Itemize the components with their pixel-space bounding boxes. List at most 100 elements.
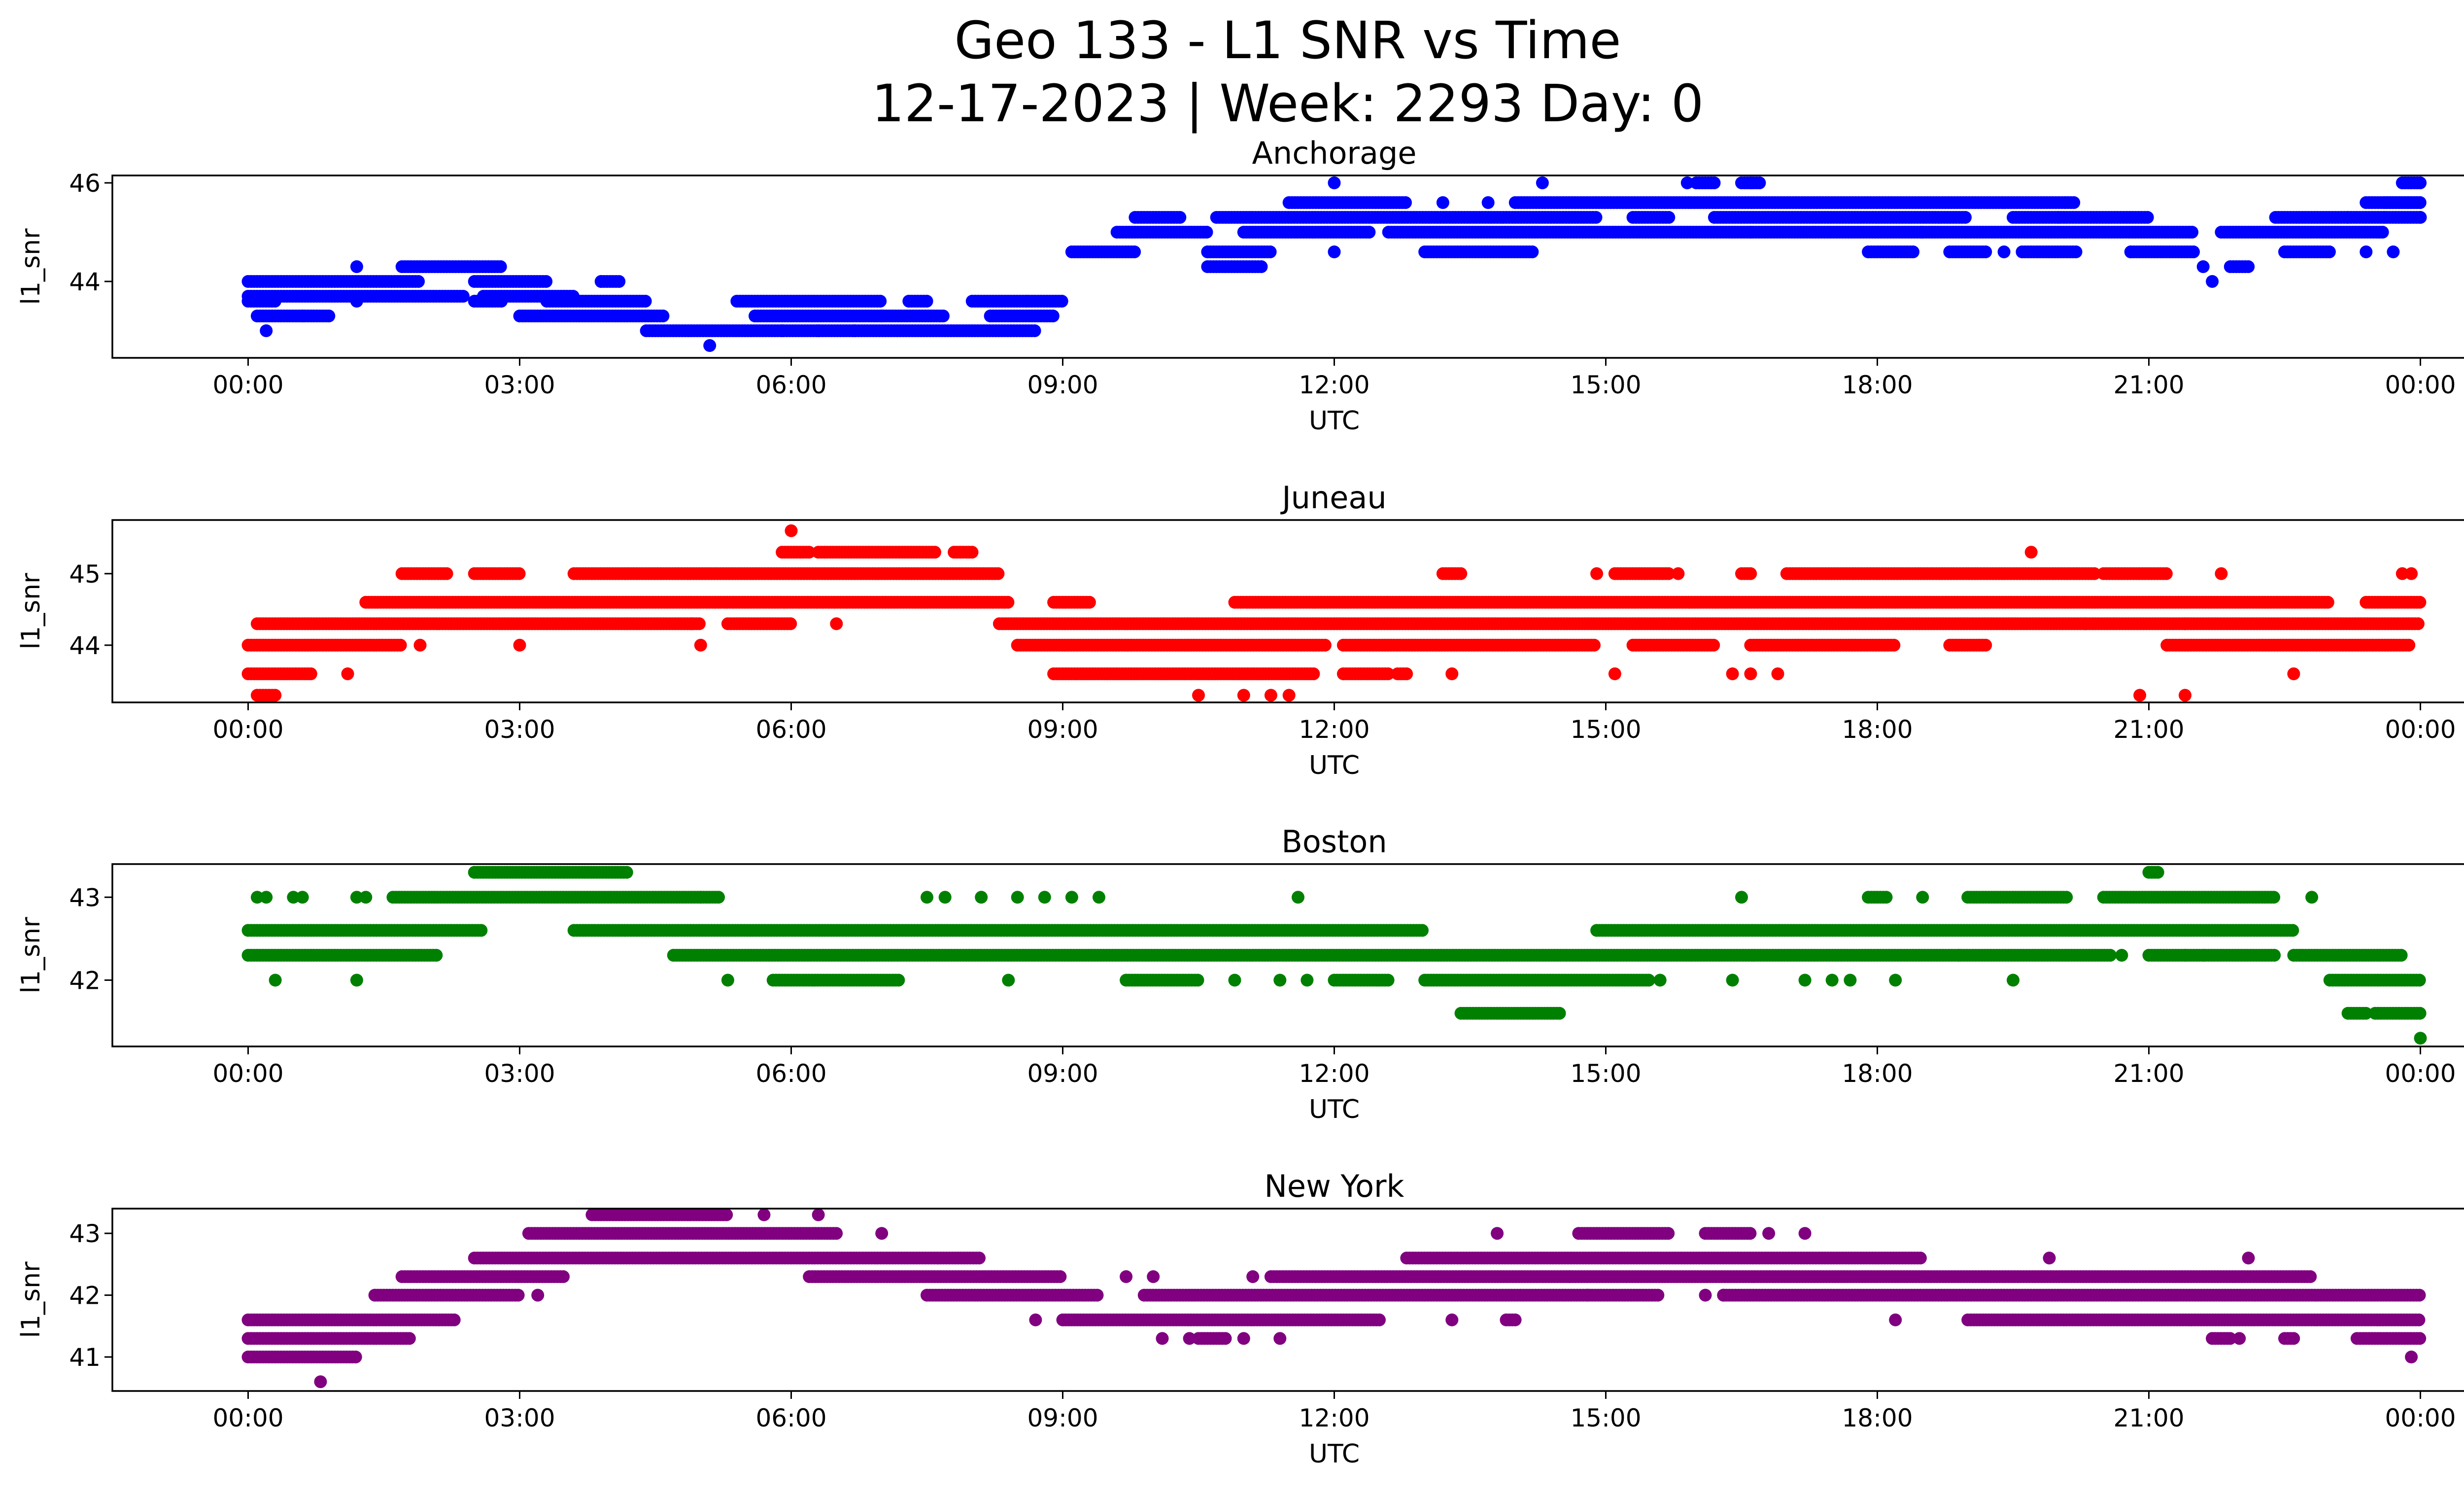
data-point — [540, 275, 553, 288]
data-point — [2024, 546, 2038, 559]
data-point — [613, 275, 626, 288]
x-tick-label: 06:00 — [755, 371, 826, 399]
data-point — [1744, 176, 1757, 189]
data-point — [656, 310, 670, 322]
data-point — [1726, 667, 1739, 680]
data-point — [1959, 211, 1972, 224]
data-point — [812, 324, 825, 337]
data-point — [1328, 245, 1341, 258]
data-point — [1708, 176, 1721, 189]
data-point — [1001, 595, 1015, 609]
data-point — [1526, 245, 1539, 258]
data-point — [304, 667, 317, 680]
data-point — [2321, 595, 2334, 609]
data-point — [1454, 567, 1468, 580]
scatter-points — [241, 176, 2427, 352]
data-point — [2186, 226, 2199, 239]
subplot-title: Anchorage — [1252, 135, 1416, 171]
data-point — [2179, 689, 2191, 702]
data-point — [1744, 567, 1757, 580]
data-point — [1887, 638, 1901, 652]
data-point — [1055, 295, 1068, 308]
data-point — [1536, 176, 1549, 189]
data-point — [322, 310, 336, 322]
data-point — [1192, 689, 1205, 702]
data-point — [513, 567, 526, 580]
data-point — [1237, 689, 1250, 702]
data-point — [1588, 638, 1601, 652]
data-point — [2141, 211, 2154, 224]
subplot-title: Boston — [1281, 824, 1387, 860]
data-point — [1200, 226, 1213, 239]
data-point — [784, 617, 797, 630]
data-point — [2052, 211, 2065, 224]
data-point — [1997, 245, 2011, 258]
data-point — [2360, 245, 2373, 258]
data-point — [2069, 245, 2083, 258]
data-point — [341, 667, 354, 680]
x-axis-label: UTC — [1309, 751, 1360, 780]
data-point — [685, 617, 698, 630]
data-point — [2405, 567, 2418, 580]
data-point — [1979, 245, 1992, 258]
data-point — [928, 546, 941, 559]
data-point — [2124, 245, 2137, 258]
data-point — [2323, 245, 2336, 258]
data-point — [1264, 245, 1277, 258]
data-point — [2179, 617, 2191, 630]
data-point — [1328, 176, 1341, 189]
data-point — [785, 524, 798, 537]
figure-title-line2: 12-17-2023 | Week: 2293 Day: 0 — [871, 73, 1704, 134]
figure-title: Geo 133 - L1 SNR vs Time 12-17-2023 | We… — [0, 9, 2464, 135]
data-point — [920, 295, 933, 308]
x-tick-label: 03:00 — [484, 371, 555, 399]
data-point — [1445, 667, 1459, 680]
data-point — [875, 310, 889, 322]
data-point — [694, 638, 707, 652]
data-point — [1416, 924, 1429, 937]
data-point — [1173, 211, 1187, 224]
data-point — [1264, 689, 1277, 702]
data-point — [2159, 567, 2173, 580]
data-point — [992, 567, 1005, 580]
y-tick-label: 46 — [69, 169, 101, 198]
data-point — [269, 689, 282, 702]
data-point — [2411, 617, 2425, 630]
data-point — [2067, 196, 2081, 209]
data-point — [350, 260, 363, 273]
data-point — [830, 617, 843, 630]
data-point — [703, 339, 717, 352]
data-point — [2287, 667, 2300, 680]
data-point — [2414, 211, 2427, 224]
y-axis-label: l1_snr — [16, 573, 46, 650]
data-point — [2414, 176, 2427, 189]
x-tick-label: 18:00 — [1842, 715, 1913, 744]
data-point — [1916, 226, 1929, 239]
data-point — [2242, 260, 2255, 273]
data-point — [1589, 211, 1603, 224]
x-tick-label: 06:00 — [755, 715, 826, 744]
data-point — [1744, 667, 1757, 680]
y-axis-label: l1_snr — [16, 228, 46, 305]
x-tick-label: 12:00 — [1299, 371, 1369, 399]
y-tick-label: 44 — [69, 268, 101, 296]
data-point — [1399, 196, 1412, 209]
data-point — [2286, 924, 2299, 937]
data-point — [2079, 617, 2092, 630]
data-point — [1680, 176, 1694, 189]
data-point — [2387, 245, 2400, 258]
scatter-points — [241, 524, 2427, 702]
data-point — [350, 295, 363, 308]
x-tick-label: 00:00 — [2385, 371, 2456, 399]
data-point — [456, 290, 470, 303]
y-tick-label: 45 — [69, 560, 101, 589]
data-point — [1128, 245, 1141, 258]
data-point — [1307, 667, 1320, 680]
data-point — [2196, 260, 2210, 273]
data-point — [1744, 226, 1757, 239]
data-point — [1436, 196, 1449, 209]
x-tick-label: 00:00 — [212, 715, 283, 744]
data-point — [874, 295, 887, 308]
